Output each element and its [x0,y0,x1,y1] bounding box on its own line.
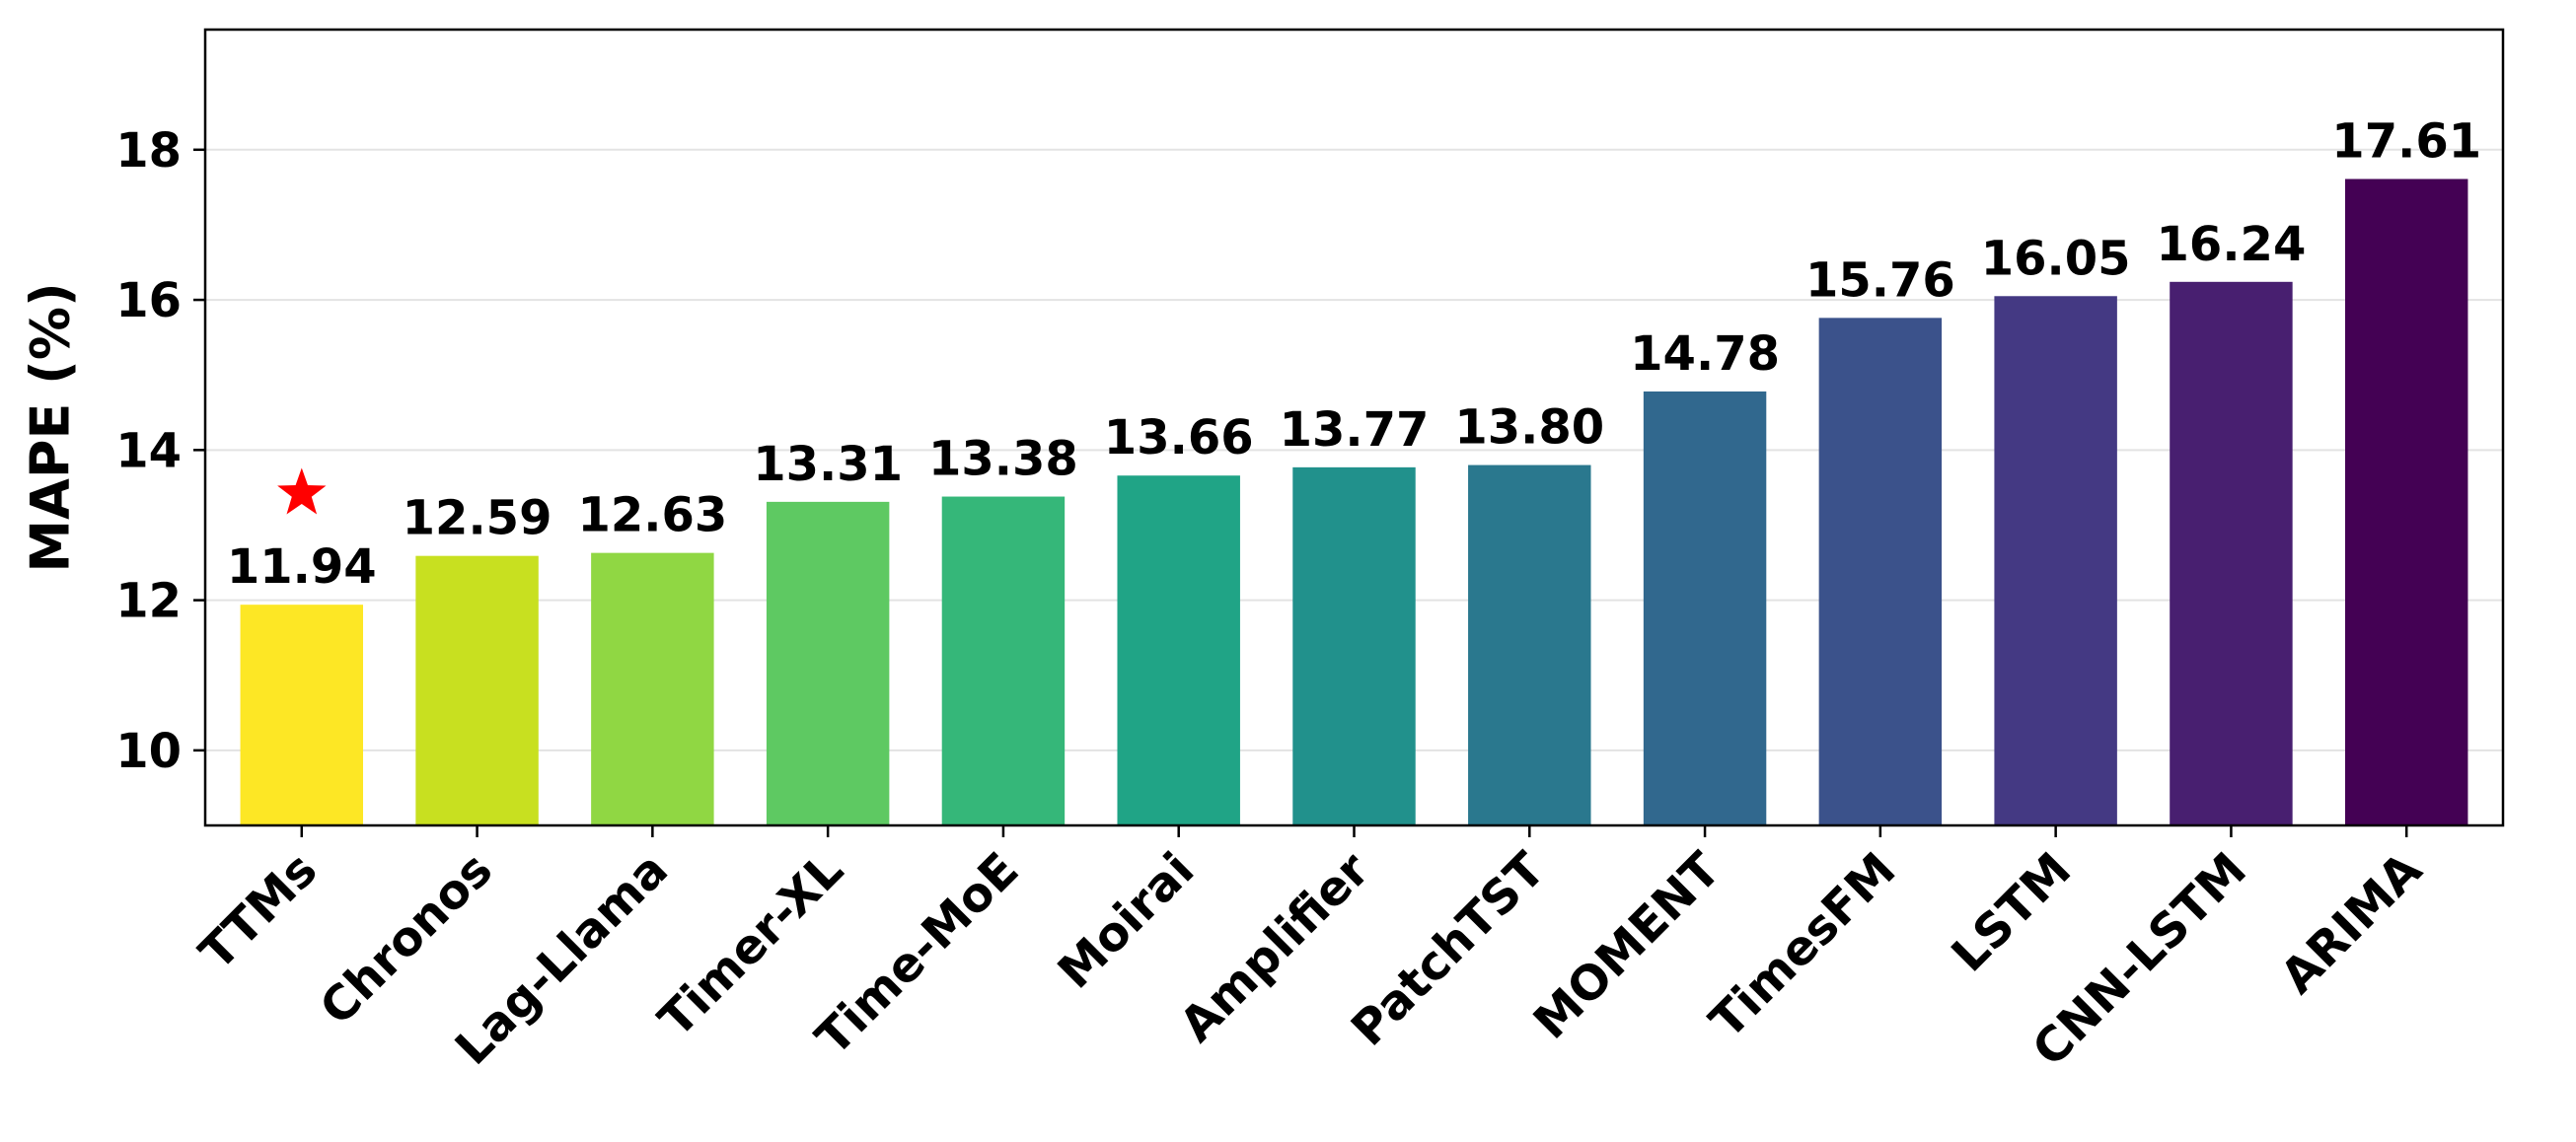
value-label-time-moe: 13.38 [928,432,1078,487]
y-tick-label-18: 18 [115,123,182,178]
value-label-cnn-lstm: 16.24 [2157,217,2307,272]
value-label-lstm: 16.05 [1981,231,2131,286]
bar-amplifier [1292,466,1416,825]
x-tick-label-lstm: LSTM [1942,842,2083,983]
value-label-moirai: 13.66 [1104,410,1254,465]
value-label-patchtst: 13.80 [1454,400,1604,456]
bar-timer-xl [766,501,890,825]
bar-timesfm [1818,318,1943,825]
y-tick-label-14: 14 [115,423,182,478]
bar-time-moe [941,496,1066,825]
y-axis-title: MAPE (%) [20,282,82,572]
bar-patchtst [1468,464,1591,825]
bar-moment [1643,391,1767,825]
highlight-star-icon [277,467,327,515]
bar-ttms [240,605,364,825]
y-tick-label-16: 16 [115,273,182,328]
x-tick-label-moirai: Moirai [1048,842,1206,1000]
value-label-arima: 17.61 [2331,114,2481,170]
y-tick-label-10: 10 [115,724,182,779]
value-label-timesfm: 15.76 [1805,252,1955,308]
value-label-chronos: 12.59 [403,491,552,546]
value-label-timer-xl: 13.31 [753,437,903,492]
x-tick-label-timesfm: TimesFM [1699,842,1906,1049]
bar-cnn-lstm [2170,281,2293,825]
bar-lstm [1994,296,2117,825]
x-tick-label-arima: ARIMA [2270,842,2433,1005]
value-labels: 11.94 12.59 12.63 13.31 13.38 13.66 13.77 13.80… [227,114,2481,596]
x-tick-label-ttms: TTMs [189,842,329,981]
x-tick-label-moment: MOMENT [1523,842,1731,1050]
value-label-ttms: 11.94 [227,539,377,595]
y-tick-label-12: 12 [115,574,182,629]
bar-chronos [415,555,539,825]
bar-arima [2344,178,2468,826]
value-label-moment: 14.78 [1630,326,1780,382]
gridlines [205,148,2503,751]
bar-moirai [1117,475,1240,825]
value-label-lag-llama: 12.63 [577,488,727,543]
bars [240,178,2468,826]
bar-lag-llama [591,552,714,825]
value-label-amplifier: 13.77 [1280,402,1430,458]
